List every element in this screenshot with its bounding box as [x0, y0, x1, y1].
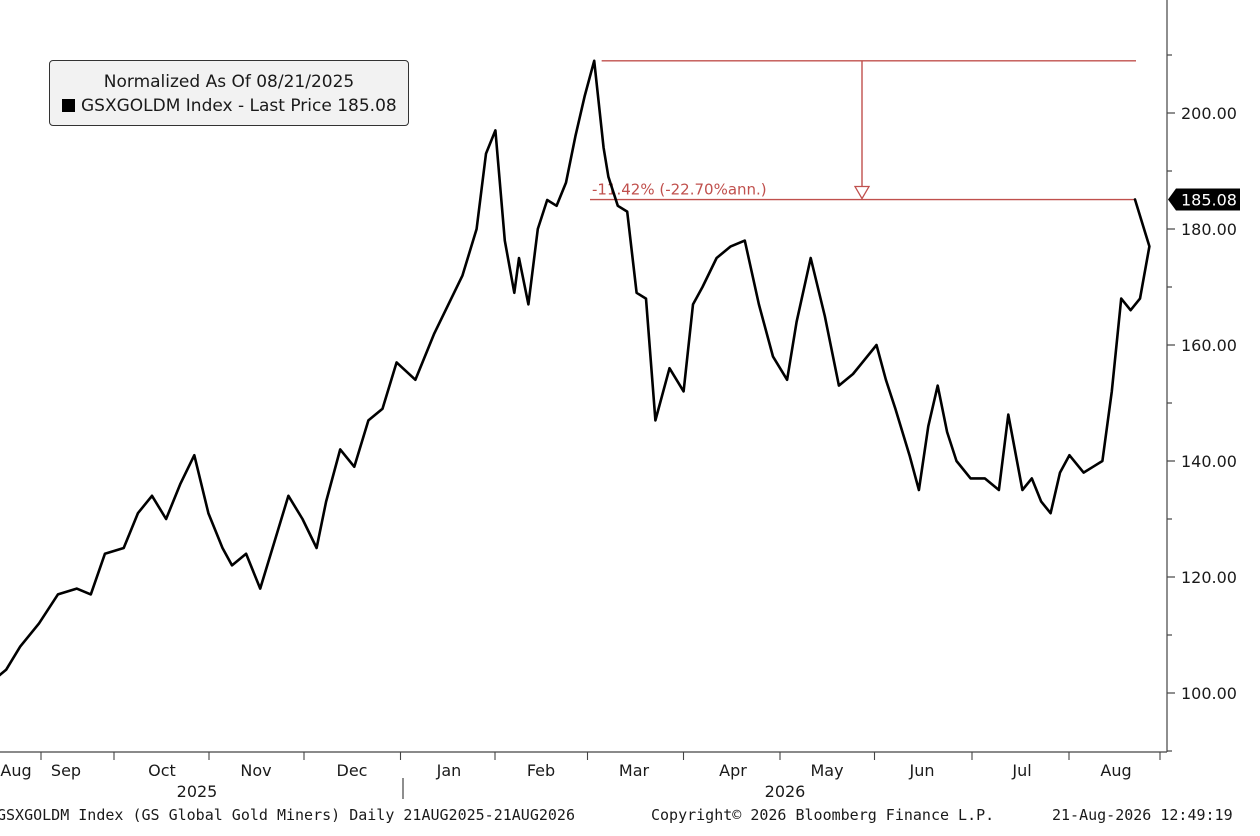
x-year-label: 2025	[177, 782, 218, 801]
x-tick-label: Dec	[337, 761, 368, 780]
x-tick-label: Aug	[0, 761, 31, 780]
legend-series-label: GSXGOLDM Index - Last Price 185.08	[81, 96, 397, 116]
y-tick-label: 180.00	[1181, 220, 1237, 239]
footer-timestamp: 21-Aug-2026 12:49:19	[1052, 806, 1233, 824]
y-tick-label: 120.00	[1181, 568, 1237, 587]
annotation-label: -11.42% (-22.70%ann.)	[592, 181, 767, 199]
legend-swatch-icon	[62, 99, 75, 112]
x-tick-label: Jun	[909, 761, 935, 780]
x-tick-label: Jul	[1011, 761, 1031, 780]
x-tick-label: Apr	[719, 761, 747, 780]
legend-title: Normalized As Of 08/21/2025	[103, 72, 355, 92]
y-tick-label: 140.00	[1181, 452, 1237, 471]
x-tick-label: Nov	[240, 761, 271, 780]
x-tick-label: May	[810, 761, 843, 780]
legend-series: GSXGOLDM Index - Last Price 185.08	[62, 96, 397, 116]
x-tick-label: Aug	[1100, 761, 1131, 780]
x-tick-label: Mar	[619, 761, 650, 780]
x-tick-label: Sep	[51, 761, 81, 780]
x-year-label: 2026	[765, 782, 806, 801]
x-tick-label: Oct	[148, 761, 176, 780]
last-price-label: 185.08	[1181, 191, 1237, 210]
series-line-gsxgoldm	[0, 59, 1151, 677]
x-tick-label: Feb	[527, 761, 555, 780]
y-tick-label: 160.00	[1181, 336, 1237, 355]
last-price-marker: 185.08	[1168, 188, 1240, 211]
axes: 100.00 120.00 140.00 160.00 180.00 200.00 Aug S…	[0, 0, 1237, 801]
x-tick-label: Jan	[436, 761, 462, 780]
drawdown-annotation: -11.42% (-22.70%ann.)	[590, 60, 1136, 201]
footer-description: GSXGOLDM Index (GS Global Gold Miners) D…	[0, 806, 575, 824]
y-tick-label: 100.00	[1181, 684, 1237, 703]
last-price-tag	[1168, 188, 1240, 211]
chart-legend: Normalized As Of 08/21/2025 GSXGOLDM Ind…	[49, 60, 409, 126]
footer-copyright: Copyright© 2026 Bloomberg Finance L.P.	[651, 806, 995, 824]
y-tick-label: 200.00	[1181, 104, 1237, 123]
annotation-arrowhead-icon	[853, 185, 871, 200]
